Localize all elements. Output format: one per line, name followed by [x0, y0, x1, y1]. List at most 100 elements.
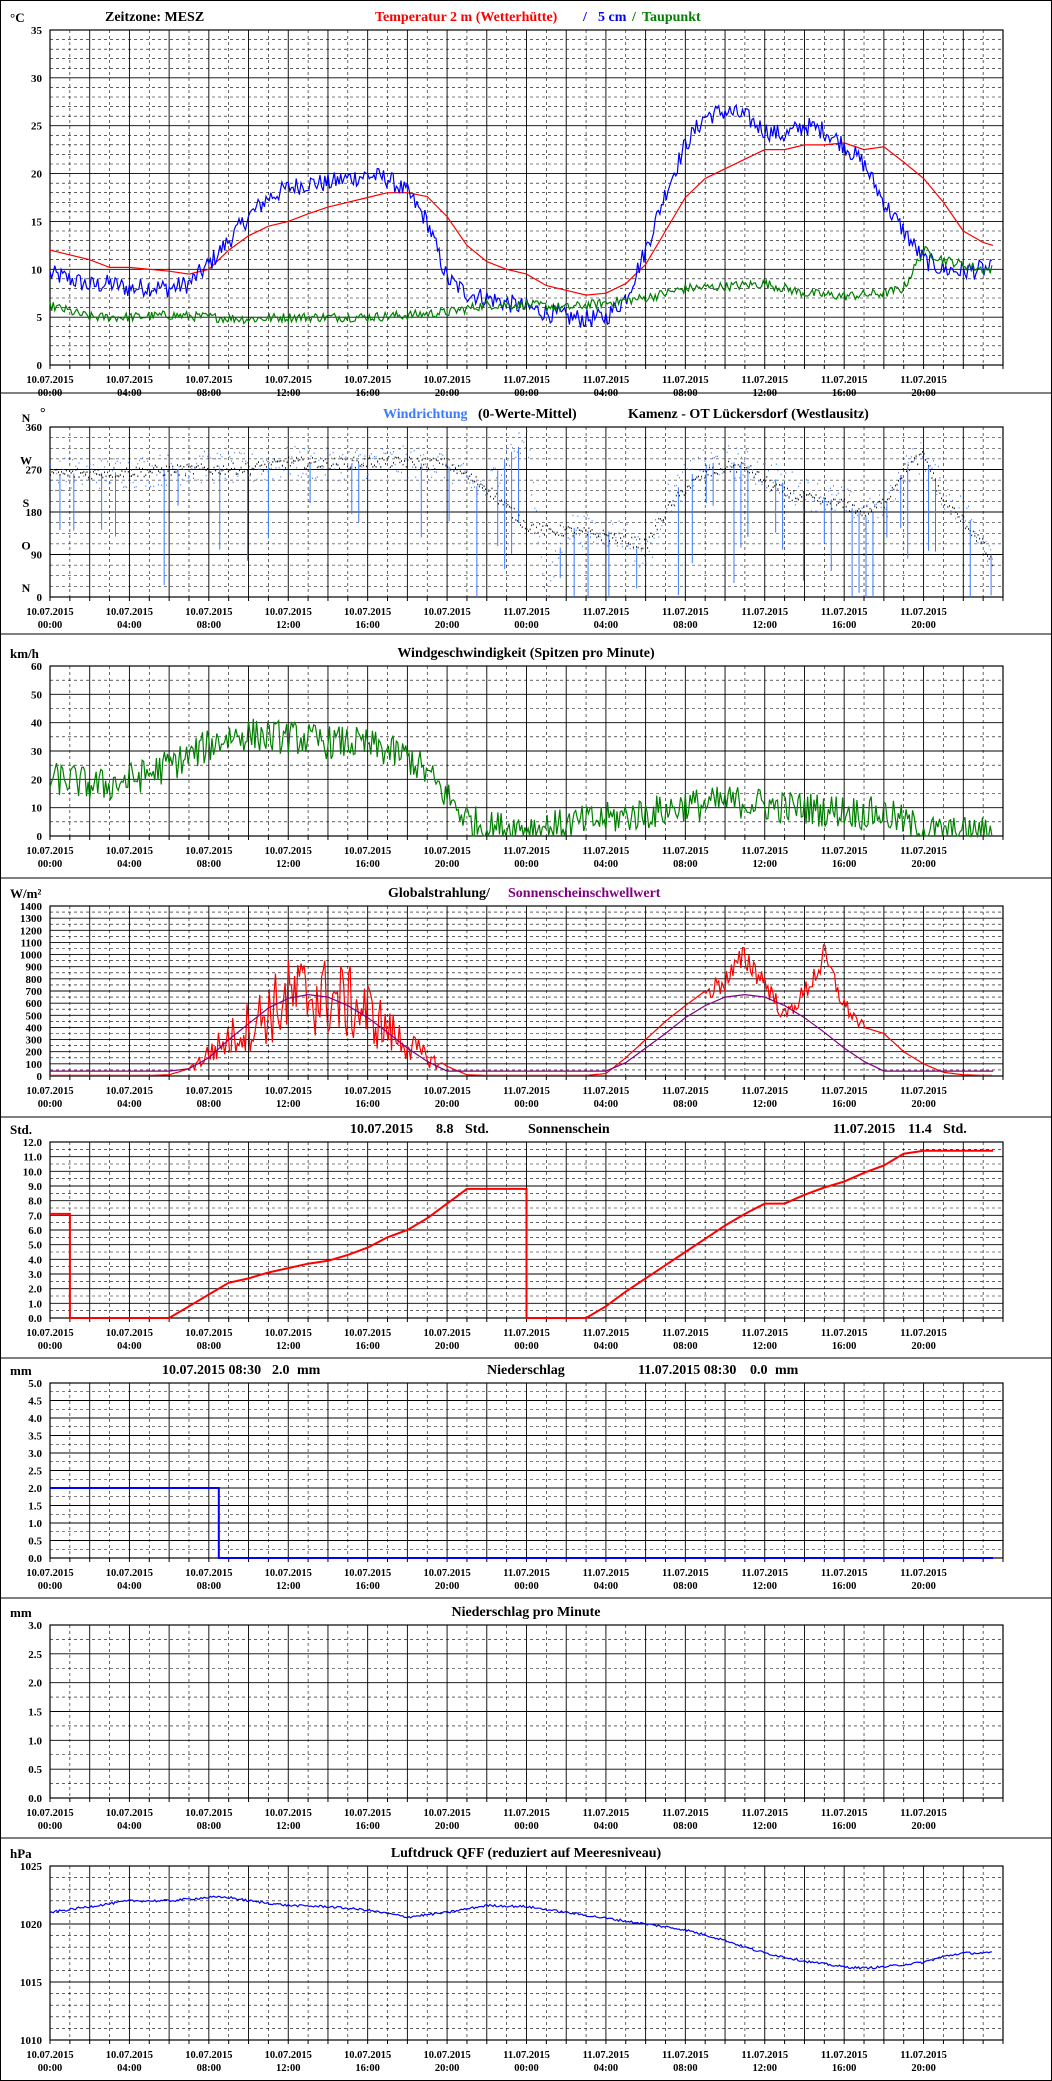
- x-tick-date: 11.07.2015: [821, 2050, 868, 2061]
- y-tick-label: 3.0: [28, 1620, 42, 1632]
- chart-title-part: 11.07.2015: [833, 1122, 895, 1137]
- x-tick-date: 11.07.2015: [821, 846, 868, 857]
- series-line-globalstrahlung: [50, 943, 992, 1077]
- x-tick-date: 10.07.2015: [265, 2050, 312, 2061]
- x-tick-time: 20:00: [911, 1099, 936, 1110]
- x-tick-date: 10.07.2015: [106, 375, 153, 386]
- x-tick-date: 11.07.2015: [583, 1568, 630, 1579]
- x-tick-date: 10.07.2015: [423, 1328, 470, 1339]
- x-tick-time: 12:00: [753, 859, 778, 870]
- x-tick-date: 11.07.2015: [503, 375, 550, 386]
- x-tick-date: 10.07.2015: [423, 1086, 470, 1097]
- y-tick-label: 200: [26, 1047, 43, 1059]
- x-tick-time: 08:00: [197, 1821, 222, 1832]
- y-tick-label: 40: [31, 718, 43, 730]
- chart-title-part: mm: [297, 1363, 321, 1378]
- x-tick-date: 11.07.2015: [900, 1086, 947, 1097]
- x-tick-time: 04:00: [594, 620, 619, 631]
- x-tick-time: 16:00: [355, 2063, 380, 2074]
- x-tick-time: 20:00: [435, 1581, 460, 1592]
- x-tick-time: 08:00: [673, 1099, 698, 1110]
- x-tick-time: 16:00: [832, 388, 857, 399]
- x-tick-time: 08:00: [673, 2063, 698, 2074]
- x-tick-date: 11.07.2015: [741, 375, 788, 386]
- x-tick-time: 16:00: [832, 1341, 857, 1352]
- x-tick-time: 08:00: [673, 1341, 698, 1352]
- y-tick-label: 400: [26, 1022, 43, 1034]
- chart-title-part: Std.: [465, 1122, 489, 1137]
- x-tick-date: 10.07.2015: [185, 1568, 232, 1579]
- x-tick-date: 10.07.2015: [265, 1086, 312, 1097]
- y-tick-label: 6.0: [28, 1225, 42, 1237]
- x-tick-time: 08:00: [673, 388, 698, 399]
- chart-wind_dir: 0 90 180 270 360 10.07.2015 00:00 10.07.2015 04:…: [0, 406, 1052, 635]
- unit-label: mm: [10, 1605, 32, 1620]
- x-tick-time: 08:00: [673, 620, 698, 631]
- x-tick-date: 11.07.2015: [821, 375, 868, 386]
- x-tick-time: 04:00: [117, 1341, 142, 1352]
- x-tick-date: 10.07.2015: [106, 1568, 153, 1579]
- y-tick-label: 2.0: [28, 1483, 42, 1495]
- x-tick-time: 12:00: [753, 1581, 778, 1592]
- x-tick-date: 10.07.2015: [265, 375, 312, 386]
- x-tick-date: 11.07.2015: [662, 2050, 709, 2061]
- y-tick-label: 0: [37, 831, 43, 843]
- x-tick-date: 10.07.2015: [185, 846, 232, 857]
- x-tick-time: 00:00: [514, 1099, 539, 1110]
- chart-title-part: Sonnenschein: [528, 1122, 610, 1137]
- series-mittel: [50, 451, 993, 567]
- x-tick-date: 10.07.2015: [265, 1328, 312, 1339]
- x-tick-date: 11.07.2015: [900, 1328, 947, 1339]
- y-tick-label: 60: [31, 661, 43, 673]
- degree-symbol: °: [40, 406, 46, 421]
- y-tick-label: 1.5: [28, 1501, 42, 1513]
- y-tick-label: 300: [26, 1035, 43, 1047]
- x-tick-date: 11.07.2015: [900, 607, 947, 618]
- x-tick-date: 10.07.2015: [265, 846, 312, 857]
- y-tick-label: 0.5: [28, 1536, 42, 1548]
- x-tick-time: 16:00: [355, 620, 380, 631]
- x-tick-date: 11.07.2015: [741, 2050, 788, 2061]
- series-windrichtung: [50, 430, 993, 598]
- chart-title-part: 5 cm: [598, 10, 627, 25]
- x-tick-time: 20:00: [911, 620, 936, 631]
- x-tick-time: 16:00: [355, 1821, 380, 1832]
- chart-title-part: 2.0: [272, 1363, 290, 1378]
- x-tick-date: 11.07.2015: [662, 846, 709, 857]
- unit-label: °C: [10, 10, 25, 25]
- y-tick-label: 1015: [20, 1977, 43, 1989]
- x-tick-date: 11.07.2015: [503, 607, 550, 618]
- x-tick-time: 00:00: [38, 1341, 63, 1352]
- x-tick-date: 11.07.2015: [741, 1808, 788, 1819]
- chart-title-part: Windgeschwindigkeit (Spitzen pro Minute): [397, 646, 655, 661]
- y-tick-label: 2.5: [28, 1649, 42, 1661]
- series-line-taupunkt: [49, 245, 993, 325]
- x-tick-date: 10.07.2015: [26, 375, 73, 386]
- x-tick-time: 08:00: [197, 1341, 222, 1352]
- x-tick-time: 16:00: [832, 859, 857, 870]
- y-tick-label: 1025: [20, 1861, 43, 1873]
- x-tick-date: 11.07.2015: [583, 1328, 630, 1339]
- y-tick-label: 2.0: [28, 1678, 42, 1690]
- x-tick-time: 00:00: [38, 1821, 63, 1832]
- y-tick-label: 1.0: [28, 1298, 42, 1310]
- x-tick-date: 10.07.2015: [423, 607, 470, 618]
- x-tick-date: 11.07.2015: [821, 607, 868, 618]
- x-tick-time: 20:00: [435, 2063, 460, 2074]
- x-tick-time: 00:00: [38, 1581, 63, 1592]
- x-tick-time: 04:00: [594, 1341, 619, 1352]
- x-tick-time: 04:00: [117, 388, 142, 399]
- y-tick-label: 0.5: [28, 1764, 42, 1776]
- x-tick-time: 20:00: [435, 1099, 460, 1110]
- x-tick-date: 10.07.2015: [344, 375, 391, 386]
- x-tick-date: 11.07.2015: [821, 1328, 868, 1339]
- series-line-windgeschwindigkeit: [49, 718, 993, 839]
- chart-title-part: Taupunkt: [642, 10, 701, 25]
- chart-radiation: 0100200300400500600700800900100011001200…: [0, 886, 1052, 1118]
- y-tick-label: 2.0: [28, 1284, 42, 1296]
- x-tick-time: 16:00: [832, 1821, 857, 1832]
- chart-title-part: (0-Werte-Mittel): [478, 407, 577, 422]
- x-tick-date: 10.07.2015: [423, 375, 470, 386]
- x-tick-time: 12:00: [753, 1341, 778, 1352]
- x-tick-date: 11.07.2015: [583, 1086, 630, 1097]
